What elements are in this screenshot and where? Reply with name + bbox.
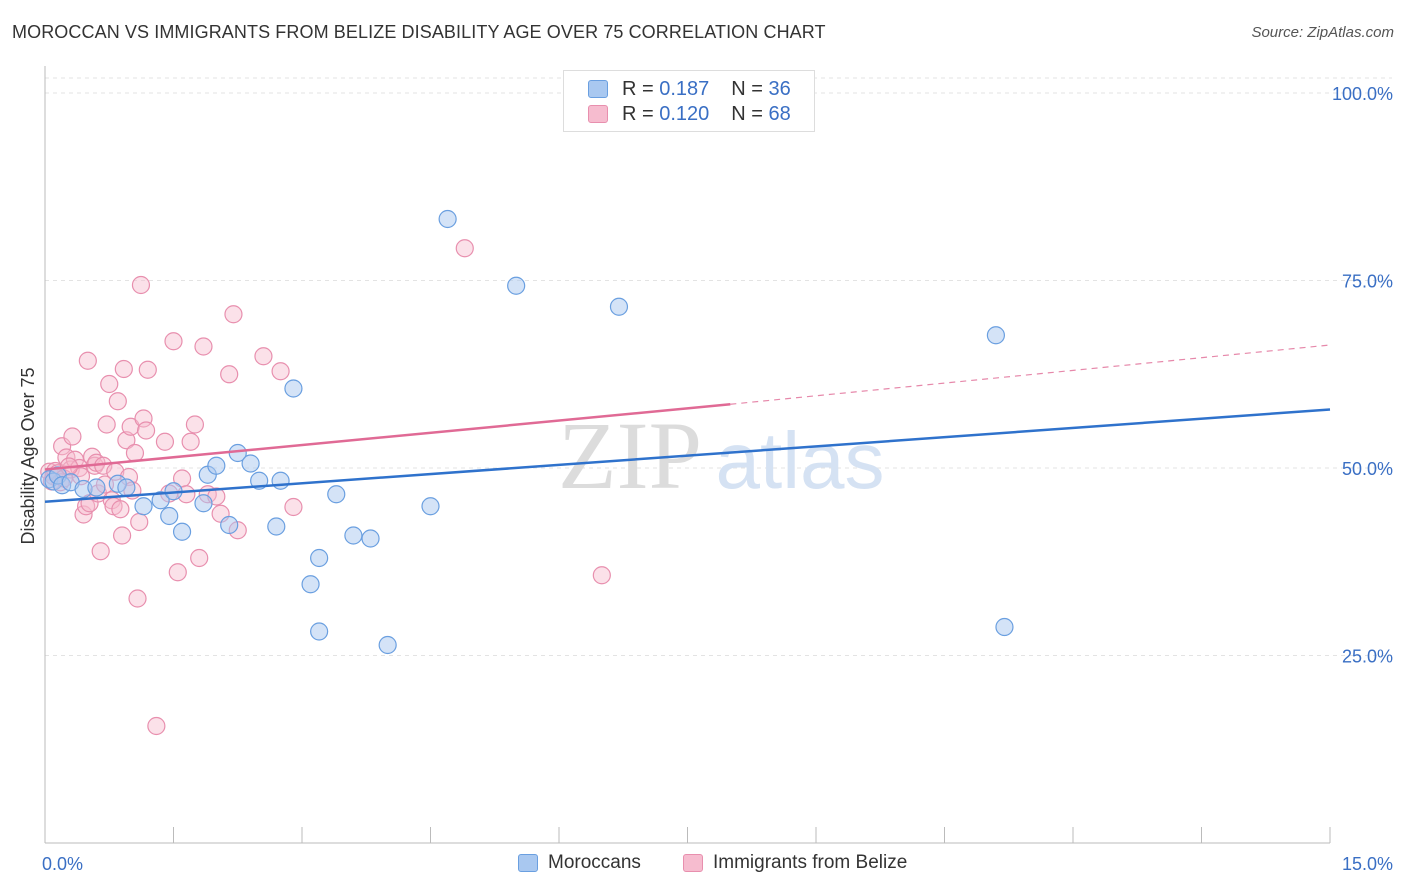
belize-point [100, 374, 119, 394]
bottom-legend-label: Immigrants from Belize [713, 852, 908, 873]
y-tick-label: 75.0% [1342, 272, 1393, 292]
moroccan-point [421, 497, 440, 516]
legend-swatch-blue [588, 80, 608, 98]
belize-point [224, 305, 243, 324]
moroccan-point [361, 529, 380, 548]
belize-point [114, 359, 133, 379]
belize-point [185, 415, 205, 434]
belize-point [190, 548, 209, 568]
legend-n-value: 68 [768, 102, 791, 125]
moroccan-point [507, 276, 526, 295]
tick-labels: 25.0% 50.0% 75.0% 100.0% 0.0% 15.0% [42, 84, 1393, 874]
belize-point [111, 500, 130, 519]
belize-point [136, 421, 156, 440]
moroccan-point [241, 454, 260, 473]
belize-point [155, 432, 175, 451]
moroccan-point [301, 575, 320, 594]
legend-n-label: N = [731, 102, 763, 125]
belize-point [131, 275, 151, 295]
stats-legend: R = 0.187 N = 36 R = 0.120 N = 68 [563, 70, 815, 132]
moroccan-point [134, 497, 153, 516]
belize-trendline-extension [730, 344, 1331, 405]
moroccan-point [344, 526, 363, 545]
bottom-legend-belize: Immigrants from Belize [683, 852, 907, 874]
belize-point [254, 347, 273, 366]
legend-swatch-pink [588, 105, 608, 123]
moroccan-point [271, 471, 290, 490]
moroccan-point [87, 478, 106, 497]
legend-r-label: R = [622, 102, 654, 125]
belize-point [181, 432, 200, 451]
moroccan-point [160, 506, 179, 526]
belize-point [194, 337, 213, 356]
bottom-legend-swatch-pink [683, 854, 703, 872]
belize-point [63, 427, 82, 446]
belize-points [40, 239, 611, 736]
y-axis-label: Disability Age Over 75 [18, 367, 38, 544]
bottom-legend-label: Moroccans [548, 852, 641, 873]
belize-point [128, 589, 147, 608]
belize-point [271, 362, 290, 381]
y-tick-label: 100.0% [1332, 84, 1393, 104]
moroccan-point [609, 297, 629, 316]
legend-row-belize: R = 0.120 N = 68 [588, 102, 791, 126]
y-tick-label: 50.0% [1342, 459, 1393, 479]
moroccan-point [995, 617, 1014, 637]
belize-point [117, 431, 136, 450]
moroccan-point [378, 635, 397, 655]
moroccan-point [284, 379, 303, 398]
legend-n-label: N = [731, 77, 763, 100]
belize-point [97, 415, 116, 434]
moroccan-point [986, 326, 1006, 345]
moroccan-point [310, 622, 329, 641]
bottom-legend-moroccans: Moroccans [518, 852, 641, 874]
belize-point [112, 526, 132, 545]
moroccan-point [438, 209, 457, 229]
belize-point [138, 360, 157, 379]
y-tick-label: 25.0% [1342, 647, 1393, 667]
gridlines [45, 77, 1392, 656]
legend-n-value: 36 [768, 77, 791, 100]
chart-title: MOROCCAN VS IMMIGRANTS FROM BELIZE DISAB… [12, 22, 826, 42]
moroccan-point [151, 491, 170, 510]
source-label: Source: ZipAtlas.com [1251, 24, 1394, 41]
watermark: ZIP atlas [558, 402, 884, 509]
belize-point [147, 716, 166, 736]
belize-point [220, 365, 239, 384]
belize-point [91, 542, 110, 561]
belize-trendline [44, 403, 731, 471]
belize-point [455, 239, 474, 258]
legend-r-value: 0.120 [659, 102, 710, 125]
belize-point [125, 443, 145, 463]
belize-point [284, 497, 303, 517]
moroccan-point [207, 456, 226, 475]
moroccan-point [267, 517, 286, 536]
x-tick-label: 15.0% [1342, 854, 1393, 874]
axes [44, 66, 1331, 844]
moroccan-points [40, 209, 1014, 655]
moroccan-point [327, 485, 346, 504]
belize-point [108, 392, 127, 411]
legend-row-moroccans: R = 0.187 N = 36 [588, 77, 791, 101]
legend-r-value: 0.187 [659, 77, 710, 100]
moroccan-point [172, 522, 192, 541]
x-tick-label: 0.0% [42, 854, 83, 874]
moroccan-point [310, 548, 329, 568]
belize-point [78, 351, 97, 370]
moroccan-point [117, 478, 136, 497]
belize-point [168, 563, 187, 582]
trendlines [44, 344, 1331, 503]
legend-r-label: R = [622, 77, 654, 100]
moroccan-point [220, 515, 239, 535]
belize-point [164, 332, 183, 351]
belize-point [130, 512, 149, 532]
belize-point [121, 417, 140, 436]
moroccan-trendline [44, 408, 1331, 503]
bottom-legend-swatch-blue [518, 854, 538, 872]
belize-point [592, 566, 611, 585]
moroccan-point [194, 494, 213, 513]
watermark-atlas: atlas [716, 416, 885, 505]
